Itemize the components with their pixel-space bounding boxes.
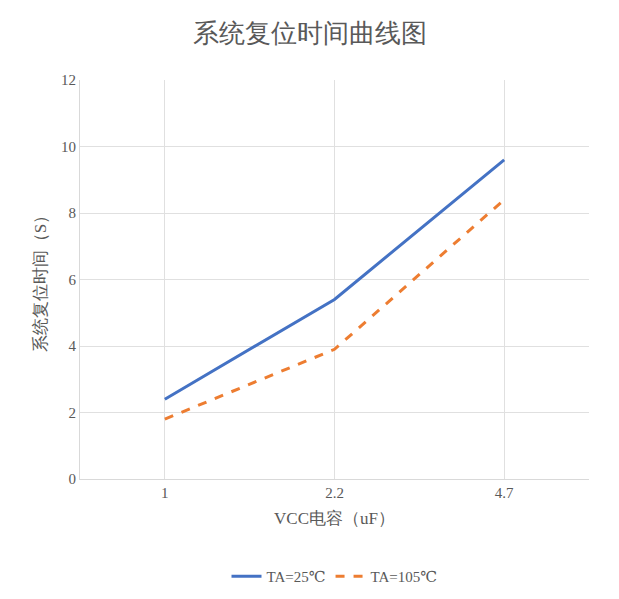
svg-text:VCC电容（uF）: VCC电容（uF） xyxy=(274,509,395,528)
svg-text:2.2: 2.2 xyxy=(325,485,344,501)
svg-text:系统复位时间（S）: 系统复位时间（S） xyxy=(31,207,50,352)
svg-text:10: 10 xyxy=(61,139,76,155)
svg-text:12: 12 xyxy=(61,72,76,88)
svg-text:6: 6 xyxy=(69,272,77,288)
svg-text:TA=25℃: TA=25℃ xyxy=(267,569,326,585)
svg-text:0: 0 xyxy=(69,471,77,487)
svg-text:系统复位时间曲线图: 系统复位时间曲线图 xyxy=(193,19,427,48)
svg-text:4.7: 4.7 xyxy=(495,485,514,501)
svg-text:4: 4 xyxy=(69,338,77,354)
svg-text:2: 2 xyxy=(69,405,77,421)
svg-text:1: 1 xyxy=(161,485,169,501)
svg-text:8: 8 xyxy=(69,205,77,221)
svg-text:TA=105℃: TA=105℃ xyxy=(371,569,438,585)
